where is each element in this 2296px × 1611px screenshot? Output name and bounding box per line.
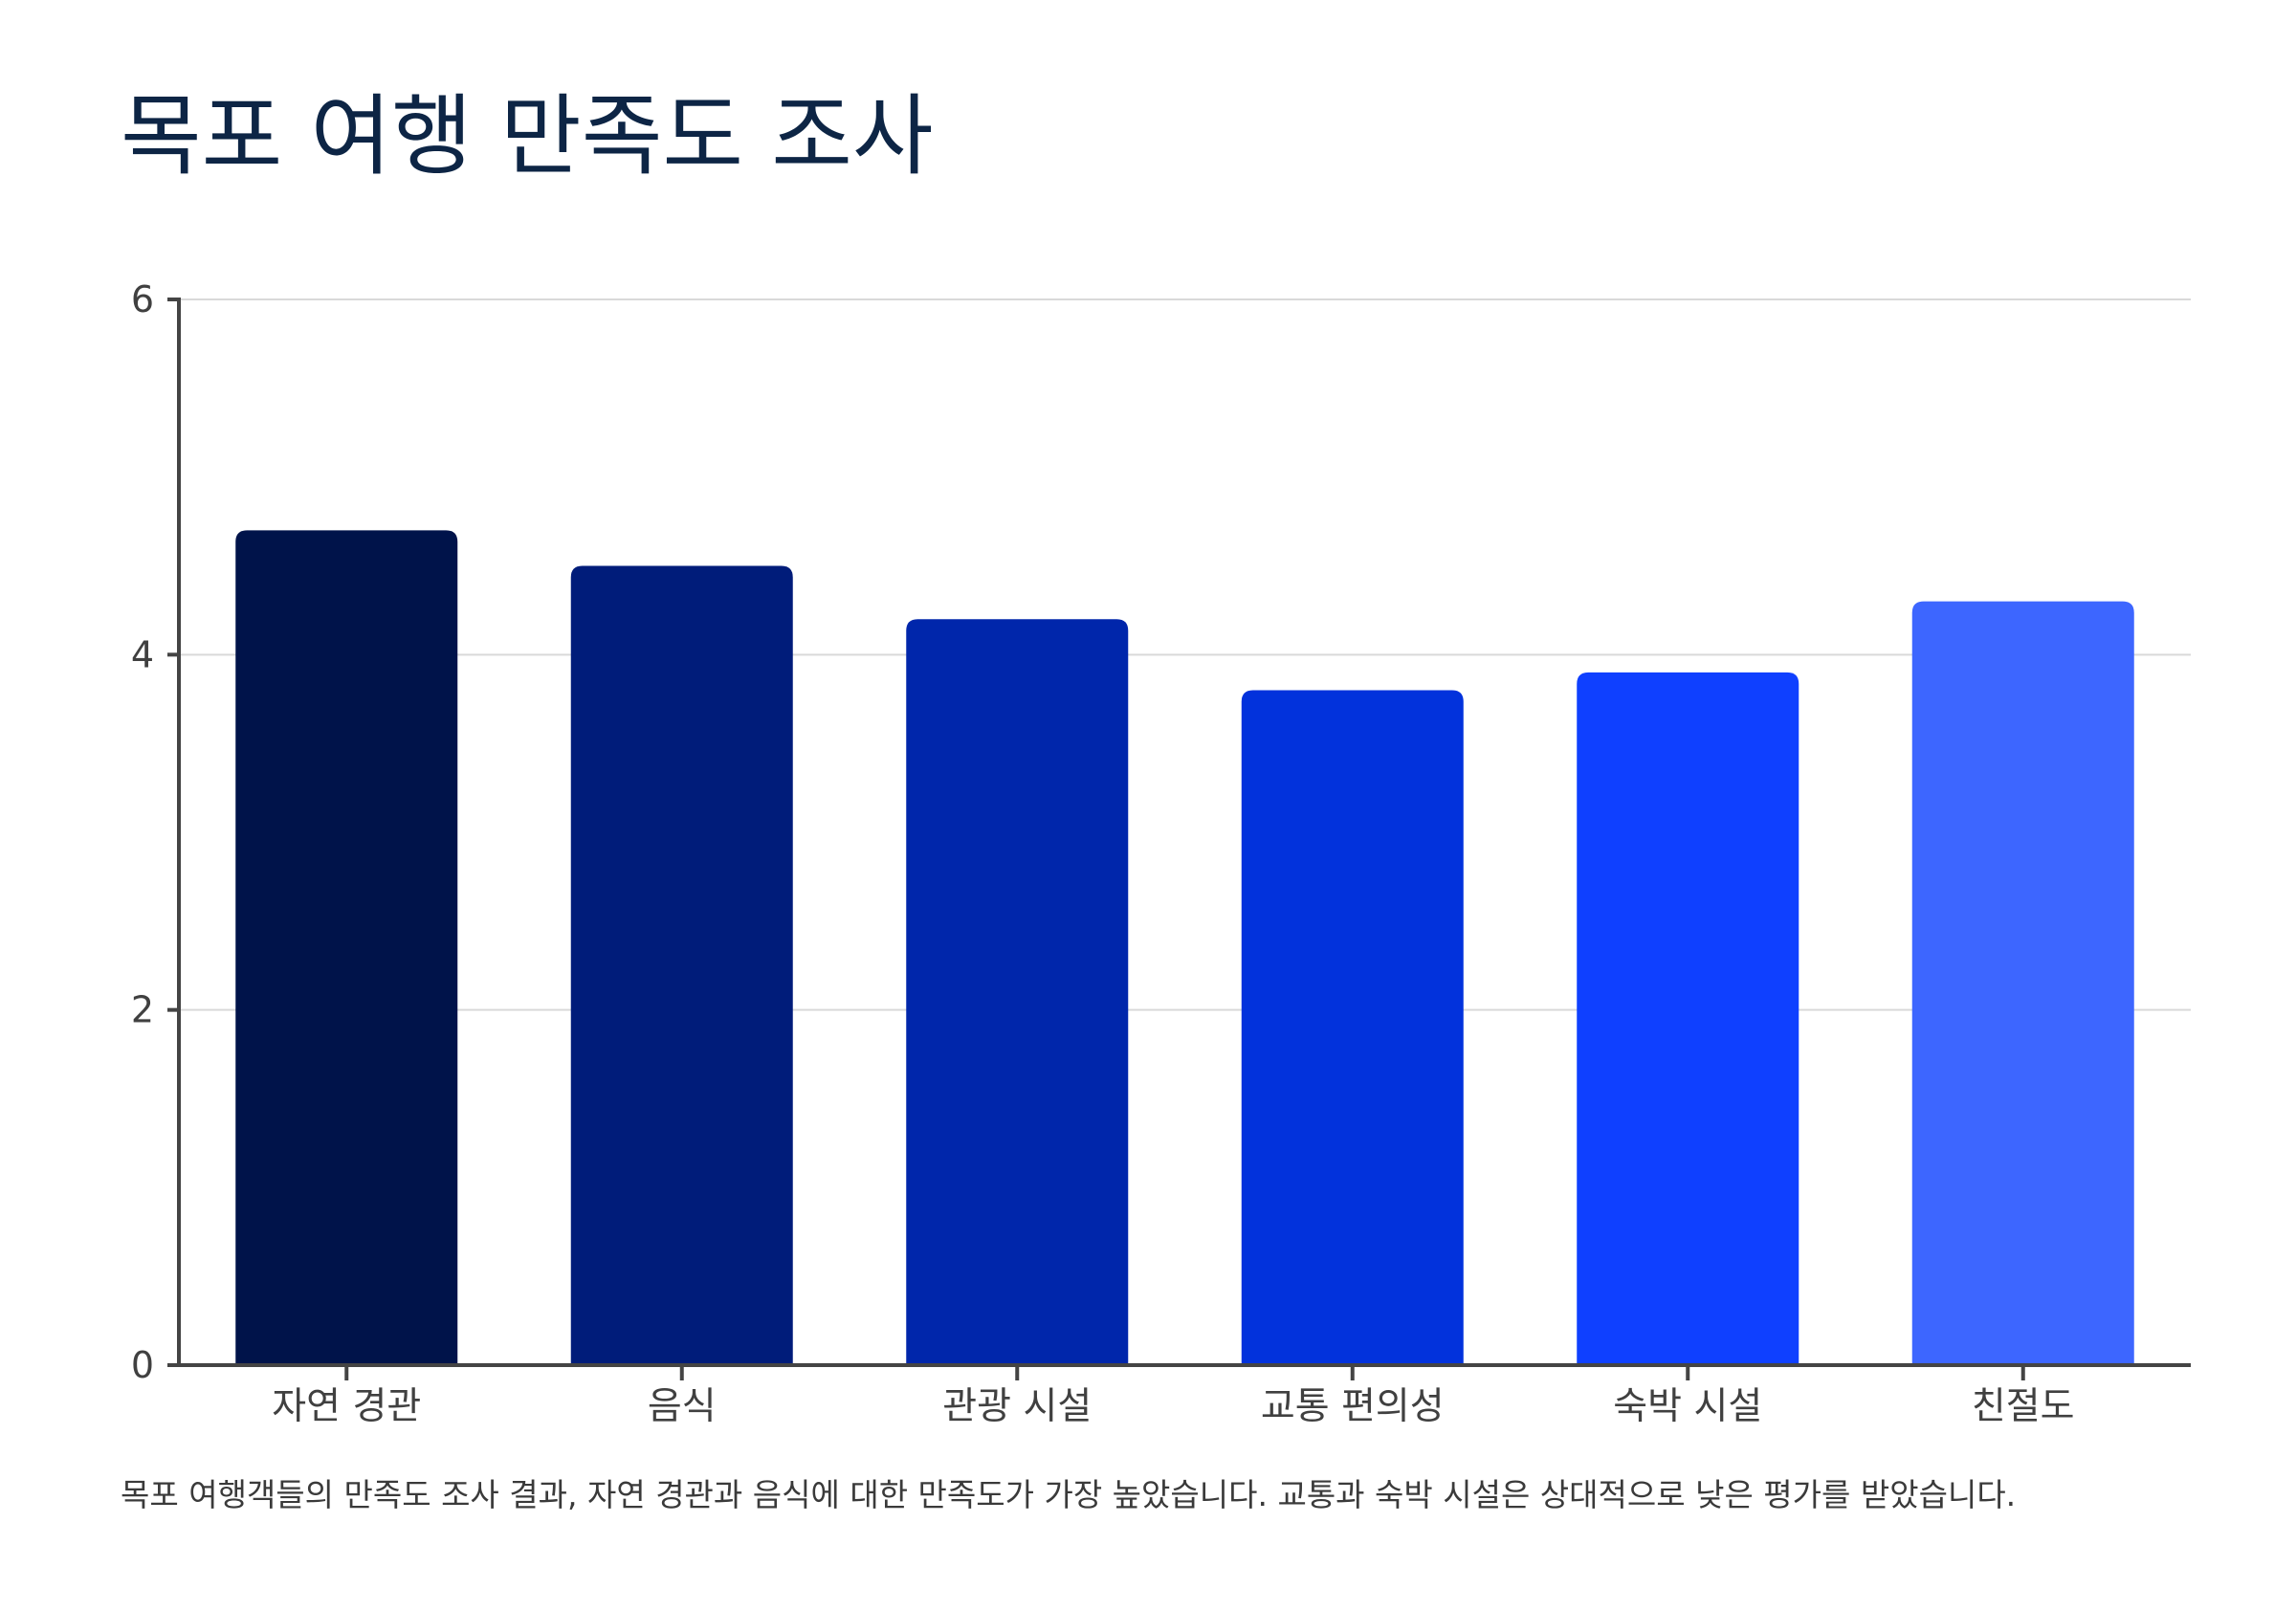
bar-1[interactable]	[235, 530, 458, 1365]
bar-2[interactable]	[570, 565, 793, 1366]
x-tick-label: 자연 경관	[272, 1385, 421, 1428]
y-tick-label: 4	[131, 633, 154, 675]
y-tick-label: 6	[131, 278, 154, 320]
bar-5[interactable]	[1577, 672, 1799, 1365]
x-tick-label: 관광 시설	[942, 1385, 1092, 1428]
x-tick-label: 교통 편의성	[1261, 1385, 1445, 1428]
chart-title: 목포 여행 만족도 조사	[121, 85, 934, 188]
bar-6[interactable]	[1911, 601, 2134, 1365]
y-tick-label: 0	[131, 1344, 154, 1386]
x-tick-label: 숙박 시설	[1613, 1385, 1762, 1428]
x-tick-label: 친절도	[1972, 1385, 2075, 1428]
gridlines	[179, 298, 2191, 1011]
x-tick-label: 음식	[648, 1385, 717, 1428]
bar-3[interactable]	[906, 619, 1129, 1365]
bar-4[interactable]	[1241, 690, 1464, 1365]
bars	[235, 530, 2134, 1365]
chart-caption: 목포 여행객들의 만족도 조사 결과, 자연 경관과 음식에 대한 만족도가 가…	[121, 1476, 2017, 1513]
axes	[167, 298, 2191, 1380]
tick-labels: 0 2 4 6 자연 경관 음식 관광 시설 교통 편의성 숙박 시설 친절도	[131, 278, 2075, 1428]
y-tick-label: 2	[131, 989, 154, 1031]
